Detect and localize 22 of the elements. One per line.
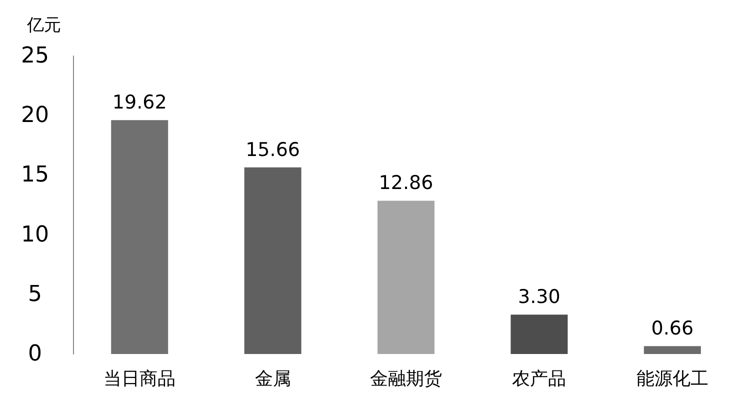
bar: [644, 346, 701, 354]
data-label: 0.66: [651, 318, 694, 340]
x-tick-label: 能源化工: [636, 368, 708, 390]
y-axis-title: 亿元: [26, 16, 61, 36]
data-label: 12.86: [378, 172, 434, 194]
x-tick-label: 金属: [254, 368, 291, 390]
data-label: 3.30: [518, 286, 560, 308]
x-tick-label: 农产品: [512, 368, 566, 390]
y-tick-label: 10: [21, 222, 49, 248]
y-tick-label: 20: [21, 103, 49, 128]
data-label: 15.66: [246, 138, 300, 161]
x-tick-label: 金融期货: [370, 368, 442, 390]
bar: [244, 167, 302, 354]
data-label: 19.62: [112, 92, 167, 114]
y-tick-label: 5: [28, 282, 42, 307]
y-tick-label: 15: [21, 162, 49, 188]
x-tick-label: 当日商品: [104, 368, 176, 390]
bar: [111, 120, 168, 354]
y-tick-label: 25: [21, 44, 49, 68]
bar: [510, 314, 568, 354]
y-tick-label: 0: [28, 342, 42, 366]
bar: [378, 200, 434, 354]
